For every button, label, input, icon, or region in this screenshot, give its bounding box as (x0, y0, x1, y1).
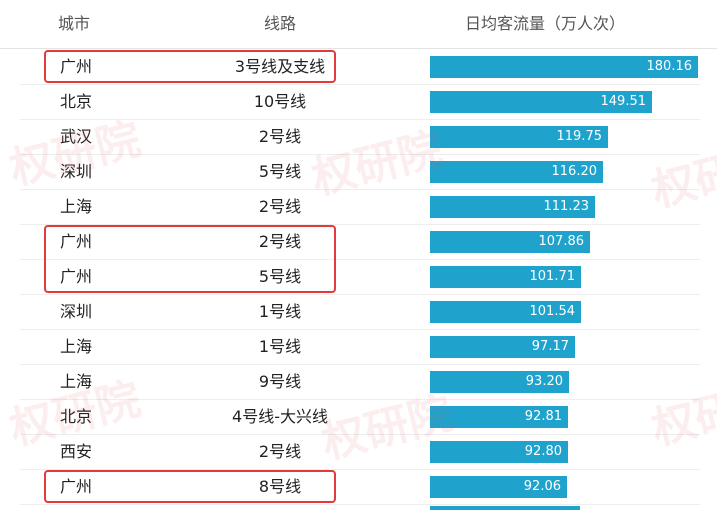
bar: 92.06 (430, 476, 567, 498)
bar-value-label: 92.06 (523, 479, 561, 494)
line-label: 5号线 (258, 162, 302, 181)
table-row: 西安 2号线 92.80 (20, 434, 700, 470)
line-label: 2号线 (258, 127, 302, 146)
bar-value-label: 149.51 (600, 94, 647, 109)
line-label: 8号线 (258, 477, 302, 496)
bar-value-label: 107.86 (538, 234, 585, 249)
line-label: 10号线 (253, 92, 307, 111)
bar-value-label: 101.54 (529, 304, 576, 319)
city-label: 武汉 (60, 127, 93, 146)
table-row: 广州 5号线 101.71 (20, 259, 700, 295)
bar: 101.71 (430, 266, 581, 288)
table-row: 上海 9号线 93.20 (20, 364, 700, 400)
bar-value-label: 93.20 (525, 374, 563, 389)
table-row: 广州 3号线及支线 180.16 (20, 49, 700, 85)
city-label: 西安 (60, 442, 93, 461)
table-header: 城市 线路 日均客流量（万人次） (0, 0, 717, 49)
table-row: 深圳 5号线 116.20 (20, 154, 700, 190)
city-label: 广州 (60, 57, 93, 76)
table-row: 武汉 2号线 119.75 (20, 119, 700, 155)
line-label: 2号线 (258, 197, 302, 216)
city-label: 上海 (60, 337, 93, 356)
bar-value-label: 92.81 (524, 409, 562, 424)
table-row: 广州 8号线 92.06 (20, 469, 700, 505)
bar: 119.75 (430, 126, 608, 148)
city-label: 北京 (60, 407, 93, 426)
table-row: 上海 2号线 111.23 (20, 189, 700, 225)
line-label: 1号线 (258, 337, 302, 356)
bar: 93.20 (430, 371, 569, 393)
table-row: 深圳 1号线 101.54 (20, 294, 700, 330)
city-label: 北京 (60, 92, 93, 111)
bar-value-label: 116.20 (551, 164, 598, 179)
city-label: 广州 (60, 232, 93, 251)
bar: 149.51 (430, 91, 652, 113)
table-row: 上海 1号线 97.17 (20, 329, 700, 365)
bar: 92.81 (430, 406, 568, 428)
line-label: 2号线 (258, 232, 302, 251)
bar: 111.23 (430, 196, 595, 218)
line-label: 5号线 (258, 267, 302, 286)
table-row: 北京 4号线-大兴线 92.81 (20, 399, 700, 435)
line-label: 4号线-大兴线 (232, 407, 328, 426)
bar-value-label: 180.16 (646, 59, 693, 74)
line-label: 3号线及支线 (234, 57, 326, 76)
bar: 97.17 (430, 336, 575, 358)
bar-value-label: 92.80 (524, 444, 562, 459)
line-label: 9号线 (258, 372, 302, 391)
table-row: 北京 10号线 149.51 (20, 84, 700, 120)
bar: 180.16 (430, 56, 698, 78)
city-label: 广州 (60, 267, 93, 286)
bar: 116.20 (430, 161, 603, 183)
bar-value-label: 119.75 (556, 129, 603, 144)
header-line: 线路 (263, 14, 296, 33)
bar: 101.54 (430, 301, 581, 323)
city-label: 深圳 (60, 162, 93, 181)
header-flow: 日均客流量（万人次） (464, 14, 625, 33)
bar-value-label: 101.71 (529, 269, 576, 284)
city-label: 上海 (60, 197, 93, 216)
city-label: 上海 (60, 372, 93, 391)
line-label: 2号线 (258, 442, 302, 461)
bar: 92.80 (430, 441, 568, 463)
bar-value-label: 97.17 (531, 339, 569, 354)
city-label: 深圳 (60, 302, 93, 321)
bar-partial (430, 506, 580, 510)
line-label: 1号线 (258, 302, 302, 321)
table-row: 广州 2号线 107.86 (20, 224, 700, 260)
bar: 107.86 (430, 231, 590, 253)
header-city: 城市 (58, 14, 91, 33)
city-label: 广州 (60, 477, 93, 496)
bar-value-label: 111.23 (543, 199, 590, 214)
